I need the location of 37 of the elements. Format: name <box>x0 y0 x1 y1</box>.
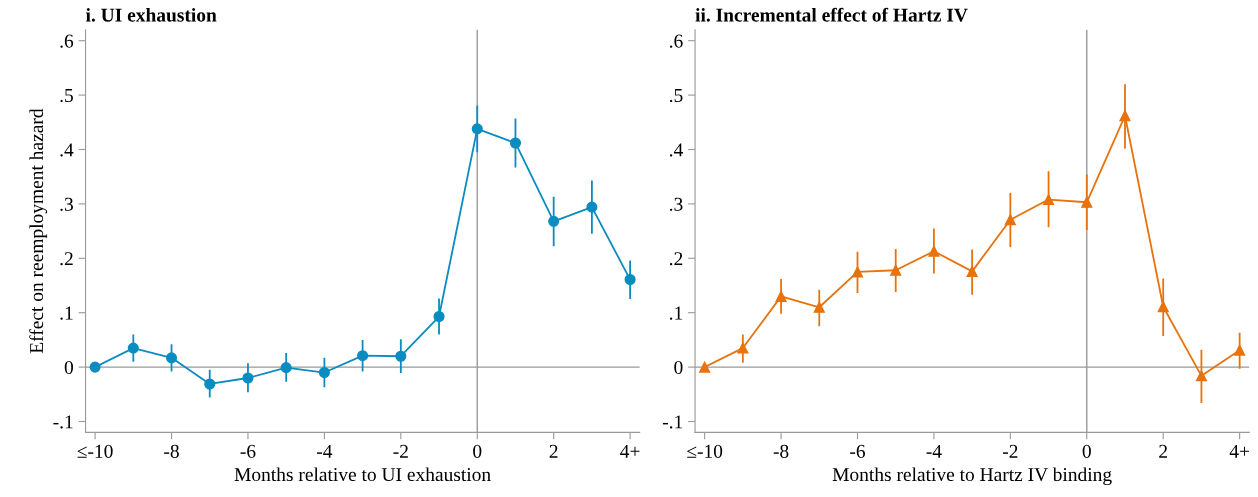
y-tick-label: .1 <box>669 306 683 320</box>
y-tick-label: .6 <box>60 34 74 48</box>
x-tick-label: -4 <box>926 444 942 458</box>
y-tick-label: .5 <box>669 89 683 103</box>
y-tick-label: 0 <box>674 360 683 375</box>
y-tick-label: -.1 <box>662 415 683 429</box>
x-tick-label: -8 <box>164 444 179 458</box>
x-tick-label: 4+ <box>1229 444 1250 458</box>
x-axis-title: Months relative to Hartz IV binding <box>832 467 1112 486</box>
y-tick-label: .6 <box>669 34 683 48</box>
y-tick-label: 0 <box>64 360 73 375</box>
y-tick-label: -.1 <box>53 415 73 429</box>
x-tick-label: -4 <box>317 444 333 458</box>
x-tick-label: 2 <box>549 444 558 458</box>
y-tick-label: .5 <box>60 89 73 103</box>
y-tick-label: .3 <box>60 197 73 211</box>
x-tick-label: 2 <box>1159 444 1167 458</box>
y-tick-label: .2 <box>669 252 683 266</box>
y-tick-label: .2 <box>60 252 73 266</box>
x-tick-label: 0 <box>1082 444 1091 458</box>
x-tick-label: 0 <box>473 444 482 458</box>
x-tick-label: -2 <box>1002 444 1018 458</box>
x-tick-label: -6 <box>240 444 256 458</box>
y-axis-title: Effect on reemployment hazard <box>29 108 48 354</box>
y-tick-label: .3 <box>669 197 683 211</box>
chart-title: ii. Incremental effect of Hartz IV <box>695 7 968 22</box>
x-tick-label: -6 <box>850 444 866 458</box>
x-tick-label: 4+ <box>620 444 640 458</box>
x-axis-title: Months relative to UI exhaustion <box>234 467 491 482</box>
chart-title: i. UI exhaustion <box>85 7 217 22</box>
y-tick-label: .1 <box>60 306 73 320</box>
x-tick-label: -2 <box>393 444 408 458</box>
y-tick-label: .4 <box>669 143 683 157</box>
x-tick-label: ≤-10 <box>77 444 113 458</box>
y-tick-label: .4 <box>60 143 74 157</box>
x-tick-label: -8 <box>773 444 789 458</box>
x-tick-label: ≤-10 <box>687 444 723 458</box>
